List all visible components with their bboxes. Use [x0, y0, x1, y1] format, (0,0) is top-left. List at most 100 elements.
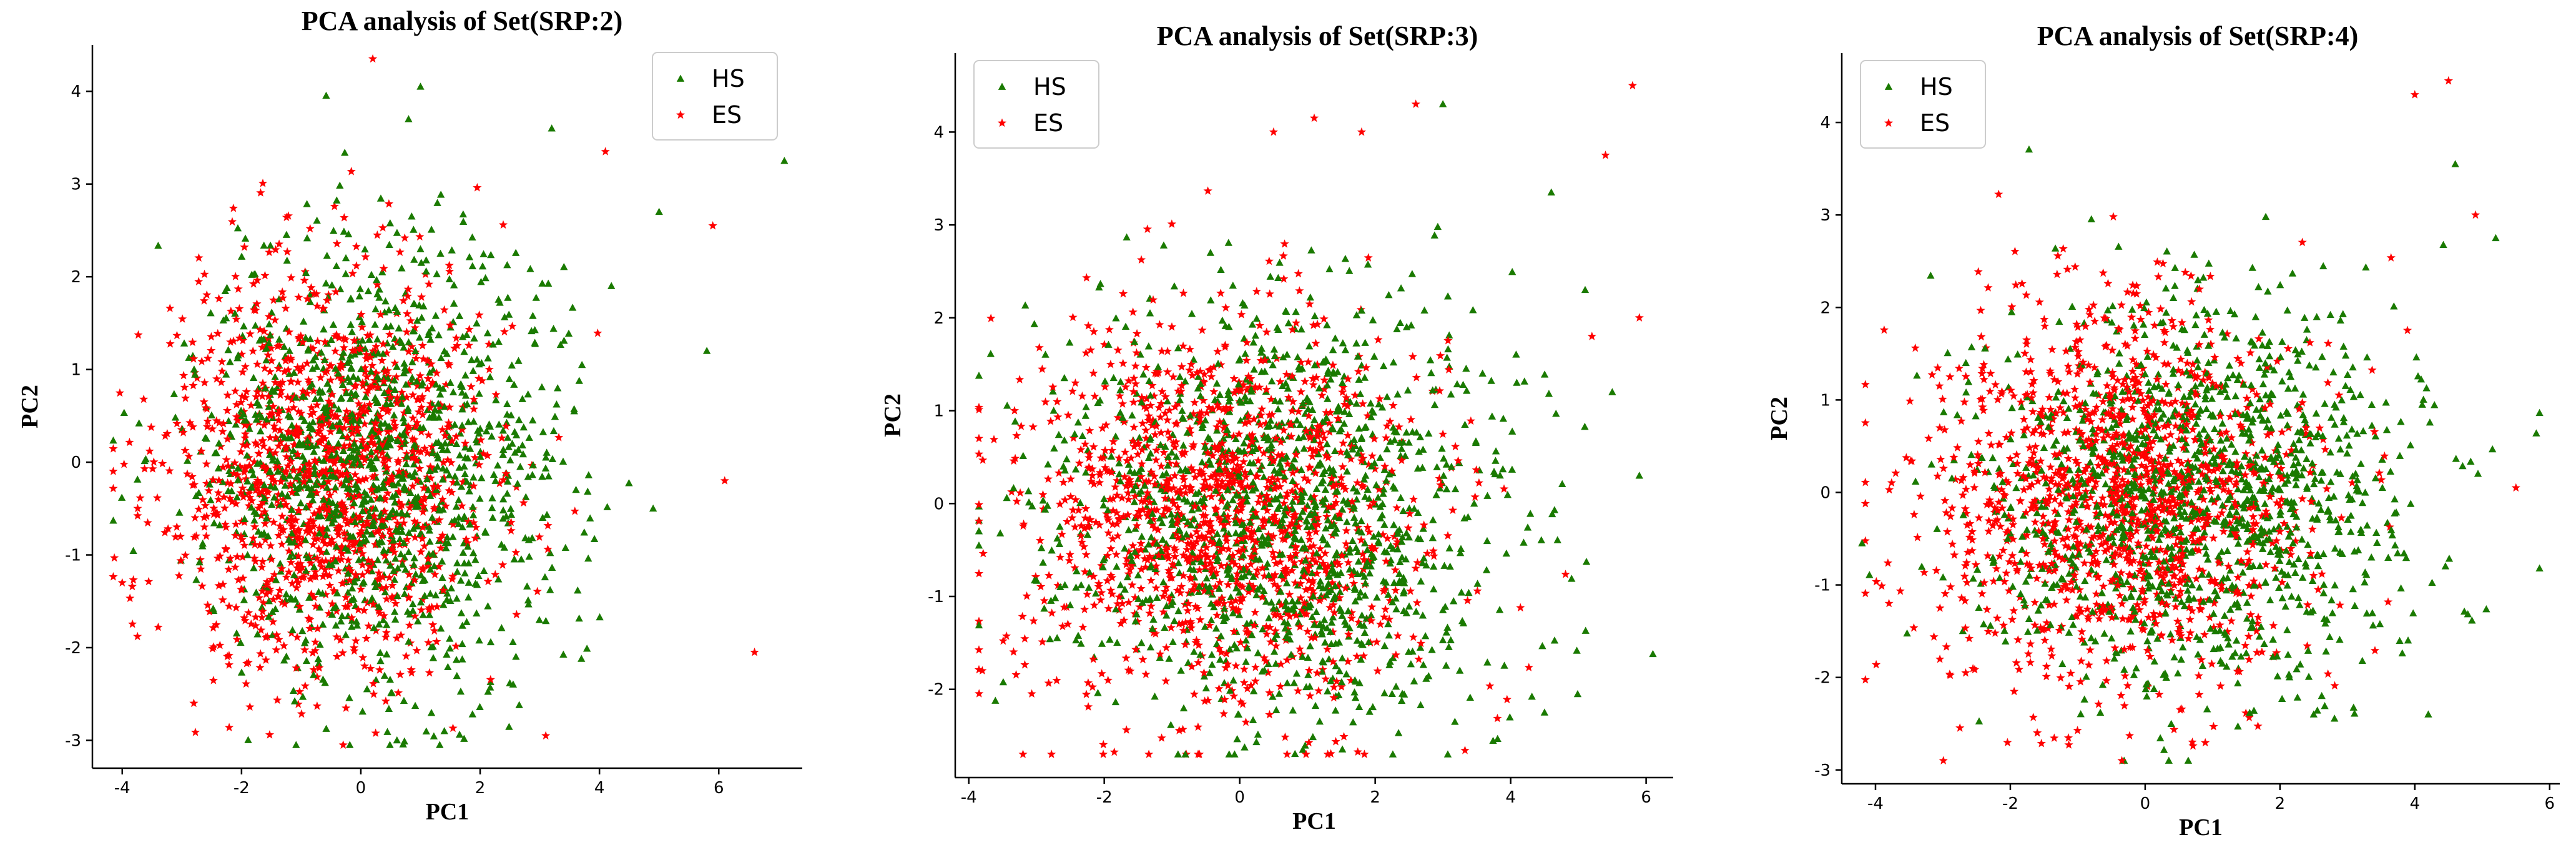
point-hs [512, 431, 521, 438]
point-hs [308, 380, 316, 388]
point-es [1174, 726, 1184, 734]
point-es [415, 464, 425, 473]
point-es [1031, 572, 1041, 581]
point-es [292, 426, 301, 435]
point-es [251, 621, 260, 630]
point-hs [273, 457, 282, 465]
point-es [304, 613, 313, 623]
point-es [396, 630, 406, 640]
point-hs [469, 367, 478, 374]
point-hs [1234, 380, 1242, 388]
point-es [1163, 346, 1172, 355]
point-hs [389, 342, 397, 350]
point-hs [1257, 344, 1266, 352]
point-hs [489, 340, 497, 348]
point-hs [510, 555, 518, 563]
point-hs [1246, 397, 1254, 405]
point-es [1242, 338, 1252, 347]
point-es [1215, 578, 1224, 586]
point-es [263, 392, 273, 401]
point-es [391, 372, 401, 381]
point-es [1094, 579, 1104, 588]
point-es [438, 530, 447, 540]
point-es [363, 519, 372, 528]
point-es [227, 497, 237, 506]
point-hs [472, 435, 481, 443]
point-es [316, 373, 325, 382]
point-hs [1078, 432, 1087, 440]
point-es [371, 342, 381, 350]
point-hs [1226, 645, 1234, 653]
point-hs [340, 348, 348, 356]
point-es [1224, 544, 1233, 553]
point-hs [484, 354, 492, 362]
point-hs [451, 516, 459, 524]
point-hs [352, 617, 361, 625]
point-es [1309, 380, 1318, 389]
point-hs [426, 565, 435, 573]
point-es [332, 330, 342, 339]
point-es [1358, 399, 1367, 408]
point-hs [1483, 658, 1492, 666]
point-es [174, 571, 184, 580]
y-tick-label: 1 [933, 402, 944, 421]
point-es [1038, 490, 1048, 499]
point-hs [1123, 233, 1131, 240]
point-hs [266, 241, 275, 249]
point-hs [333, 196, 341, 204]
point-es [1209, 539, 1218, 548]
point-hs [1134, 475, 1143, 482]
point-hs [376, 510, 385, 517]
point-es [1524, 663, 1533, 671]
point-es [379, 611, 389, 620]
point-es [258, 497, 267, 507]
point-hs [1311, 516, 1319, 523]
point-hs [1271, 397, 1279, 404]
point-hs [494, 337, 503, 345]
point-hs [253, 460, 262, 467]
point-hs [1506, 713, 1514, 721]
point-es [1191, 472, 1200, 482]
point-es [1340, 583, 1350, 592]
point-es [207, 332, 216, 341]
point-hs [347, 364, 356, 372]
point-hs [1425, 672, 1433, 680]
point-hs [1386, 658, 1394, 665]
point-es [195, 555, 205, 564]
point-es [305, 500, 315, 508]
point-hs [399, 414, 408, 422]
point-es [423, 355, 433, 365]
point-hs [309, 418, 317, 425]
point-hs [368, 427, 376, 434]
point-hs [383, 650, 391, 658]
point-hs [1405, 504, 1413, 511]
point-hs [346, 377, 354, 385]
point-hs [244, 736, 252, 743]
point-es [237, 397, 246, 407]
point-hs [461, 392, 470, 399]
point-hs [1389, 654, 1397, 661]
point-es [570, 507, 579, 515]
point-es [1381, 433, 1391, 442]
point-es [318, 467, 328, 476]
point-es [1249, 621, 1259, 630]
point-es [1143, 511, 1153, 520]
point-hs [1324, 687, 1332, 694]
point-es [495, 478, 504, 488]
point-es [1174, 619, 1184, 628]
point-es [1163, 427, 1172, 437]
point-es [358, 549, 367, 558]
point-es [1156, 398, 1166, 408]
point-es [350, 336, 359, 345]
point-es [328, 538, 338, 547]
point-es [272, 645, 281, 654]
point-es [1166, 623, 1176, 632]
point-es [416, 427, 426, 436]
point-hs [260, 481, 268, 488]
point-hs [1324, 395, 1332, 402]
point-hs [304, 345, 312, 352]
point-es [1312, 360, 1322, 368]
point-hs [243, 477, 252, 485]
point-es [310, 637, 320, 646]
point-es [242, 387, 251, 396]
